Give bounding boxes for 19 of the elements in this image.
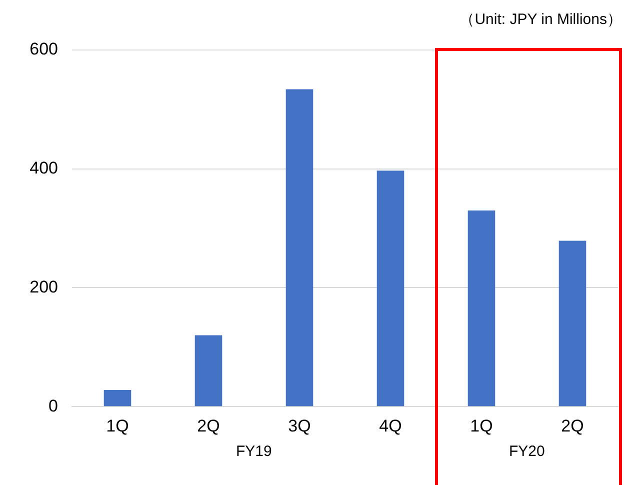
- x-tick-label: 2Q: [561, 416, 584, 436]
- y-tick-label: 200: [30, 277, 58, 296]
- x-tick-label: 1Q: [470, 416, 493, 436]
- x-tick-label: 3Q: [288, 416, 311, 436]
- text: FY19: [236, 442, 272, 460]
- text: FY20: [509, 442, 545, 460]
- x-tick-label: 1Q: [106, 416, 129, 436]
- bar: [558, 240, 586, 406]
- y-tick-label: 400: [30, 158, 58, 178]
- bar: [286, 89, 314, 406]
- text: （Unit: JPY in Millions）: [460, 10, 622, 29]
- bar: [376, 170, 404, 406]
- y-tick-label: 0: [48, 396, 58, 416]
- x-tick-label: 2Q: [197, 416, 220, 436]
- bar: [104, 390, 132, 406]
- x-tick-label: 4Q: [379, 416, 402, 436]
- bar: [468, 210, 496, 406]
- y-tick-label: 600: [30, 40, 58, 59]
- bar: [194, 335, 222, 406]
